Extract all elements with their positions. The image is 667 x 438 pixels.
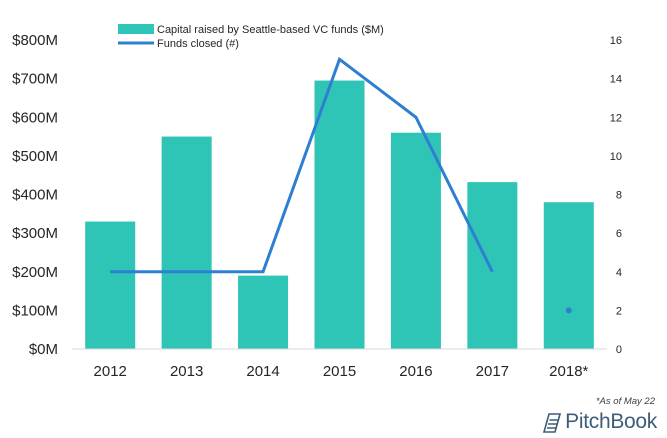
x-tick-label: 2015: [323, 363, 356, 380]
legend-line-label: Funds closed (#): [157, 38, 239, 50]
legend: Capital raised by Seattle-based VC funds…: [118, 24, 384, 50]
y-left-tick-label: $800M: [12, 32, 58, 49]
y-axis-left: $0M $100M $200M $300M $400M $500M $600M $700M $8…: [12, 32, 58, 358]
bar: [314, 80, 365, 350]
y-axis-right: 0 2 4 6 8 10 12 14 16: [610, 35, 622, 356]
y-left-tick-label: $700M: [12, 71, 58, 88]
y-right-tick-label: 12: [610, 112, 622, 124]
y-right-tick-label: 14: [610, 74, 622, 86]
legend-bar-label: Capital raised by Seattle-based VC funds…: [157, 24, 384, 36]
x-tick-label: 2016: [399, 363, 432, 380]
y-right-tick-label: 16: [610, 35, 622, 47]
y-left-tick-label: $0M: [29, 341, 58, 358]
line-series: [110, 56, 572, 314]
x-axis: 2012 2013 2014 2015 2016 2017 2018*: [94, 363, 589, 380]
line-path: [110, 56, 494, 274]
pitchbook-logo: PitchBook: [541, 408, 657, 436]
y-left-tick-label: $400M: [12, 187, 58, 204]
footnote: *As of May 22: [595, 396, 655, 407]
y-right-tick-label: 0: [616, 344, 622, 356]
line-point: [565, 307, 572, 314]
logo-text: PitchBook: [565, 410, 657, 433]
y-right-tick-label: 4: [616, 267, 622, 279]
chart: $0M $100M $200M $300M $400M $500M $600M $700M $8…: [12, 24, 622, 380]
bar: [85, 221, 136, 349]
x-tick-label: 2013: [170, 363, 203, 380]
bar: [390, 132, 441, 349]
bar: [467, 182, 518, 349]
legend-bar-swatch: [118, 24, 154, 34]
x-tick-label: 2012: [94, 363, 127, 380]
bar: [161, 136, 212, 349]
y-left-tick-label: $200M: [12, 264, 58, 281]
bar: [238, 275, 289, 349]
bar: [543, 202, 594, 349]
x-tick-label: 2017: [476, 363, 509, 380]
bar-series: [85, 80, 594, 350]
y-left-tick-label: $600M: [12, 109, 58, 126]
y-right-tick-label: 6: [616, 228, 622, 240]
y-left-tick-label: $100M: [12, 302, 58, 319]
pitchbook-logo-mark-icon: [543, 413, 562, 433]
y-left-tick-label: $500M: [12, 148, 58, 165]
y-left-tick-label: $300M: [12, 225, 58, 242]
x-tick-label: 2018*: [549, 363, 588, 380]
x-tick-label: 2014: [246, 363, 279, 380]
y-right-tick-label: 2: [616, 305, 622, 317]
y-right-tick-label: 8: [616, 190, 622, 202]
y-right-tick-label: 10: [610, 151, 622, 163]
